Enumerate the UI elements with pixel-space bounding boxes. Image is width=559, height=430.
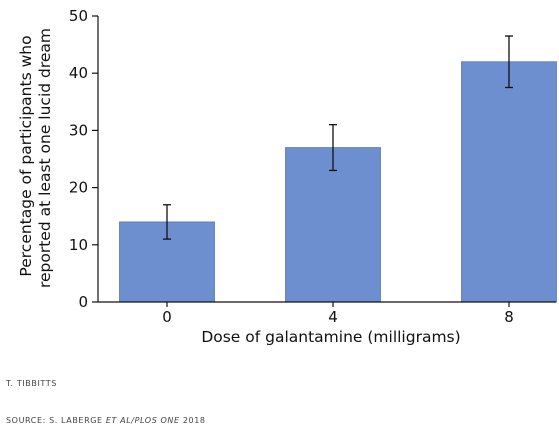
source-prefix: SOURCE: S. LABERGE (6, 416, 106, 425)
x-tick-label: 4 (328, 308, 338, 326)
y-ticks-group: 0 10 20 30 40 50 (69, 7, 98, 311)
bar-chart: 0 10 20 30 40 50 0 4 8 Percentage of participan… (17, 7, 557, 346)
source-credit: SOURCE: S. LABERGE ET AL/PLOS ONE 2018 (6, 416, 206, 425)
error-bar-dose-4 (329, 124, 337, 172)
bars-group (119, 61, 557, 303)
y-axis-label-line2: reported at least one lucid dream (36, 28, 54, 288)
y-tick-label: 50 (69, 7, 88, 25)
x-axis-label: Dose of galantamine (milligrams) (201, 328, 460, 346)
error-bar-dose-0 (163, 204, 171, 240)
error-bar-dose-8 (505, 35, 513, 89)
y-axis-label-line1: Percentage of participants who (17, 35, 35, 276)
y-tick-label: 20 (69, 179, 88, 197)
y-tick-label: 0 (78, 293, 88, 311)
artist-credit: T. TIBBITTS (6, 379, 57, 388)
y-tick-label: 30 (69, 121, 88, 139)
error-bars-group (163, 35, 513, 240)
x-ticks-group: 0 4 8 (162, 302, 514, 326)
artist-name: T. TIBBITTS (6, 379, 57, 388)
x-tick-label: 8 (504, 308, 514, 326)
bar-dose-4 (285, 147, 381, 303)
y-tick-label: 10 (69, 236, 88, 254)
x-tick-label: 0 (162, 308, 172, 326)
source-italic: ET AL/PLOS ONE (105, 416, 180, 425)
source-year: 2018 (179, 416, 206, 425)
bar-dose-8 (461, 61, 557, 303)
y-tick-label: 40 (69, 64, 88, 82)
